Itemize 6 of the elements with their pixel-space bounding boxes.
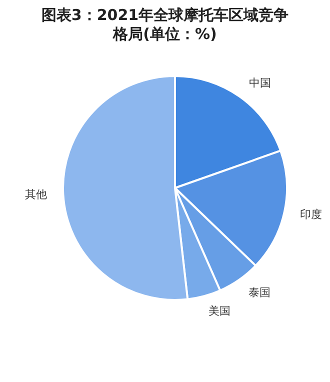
slice-label: 泰国 <box>248 286 270 299</box>
slice-label: 其他 <box>25 188 48 202</box>
slice-label: 中国 <box>248 76 271 90</box>
slice-label: 印度 <box>300 208 322 221</box>
slice-label: 美国 <box>208 304 230 318</box>
chart-title: 图表3：2021年全球摩托车区域竞争格局(单位：%) <box>40 6 290 44</box>
